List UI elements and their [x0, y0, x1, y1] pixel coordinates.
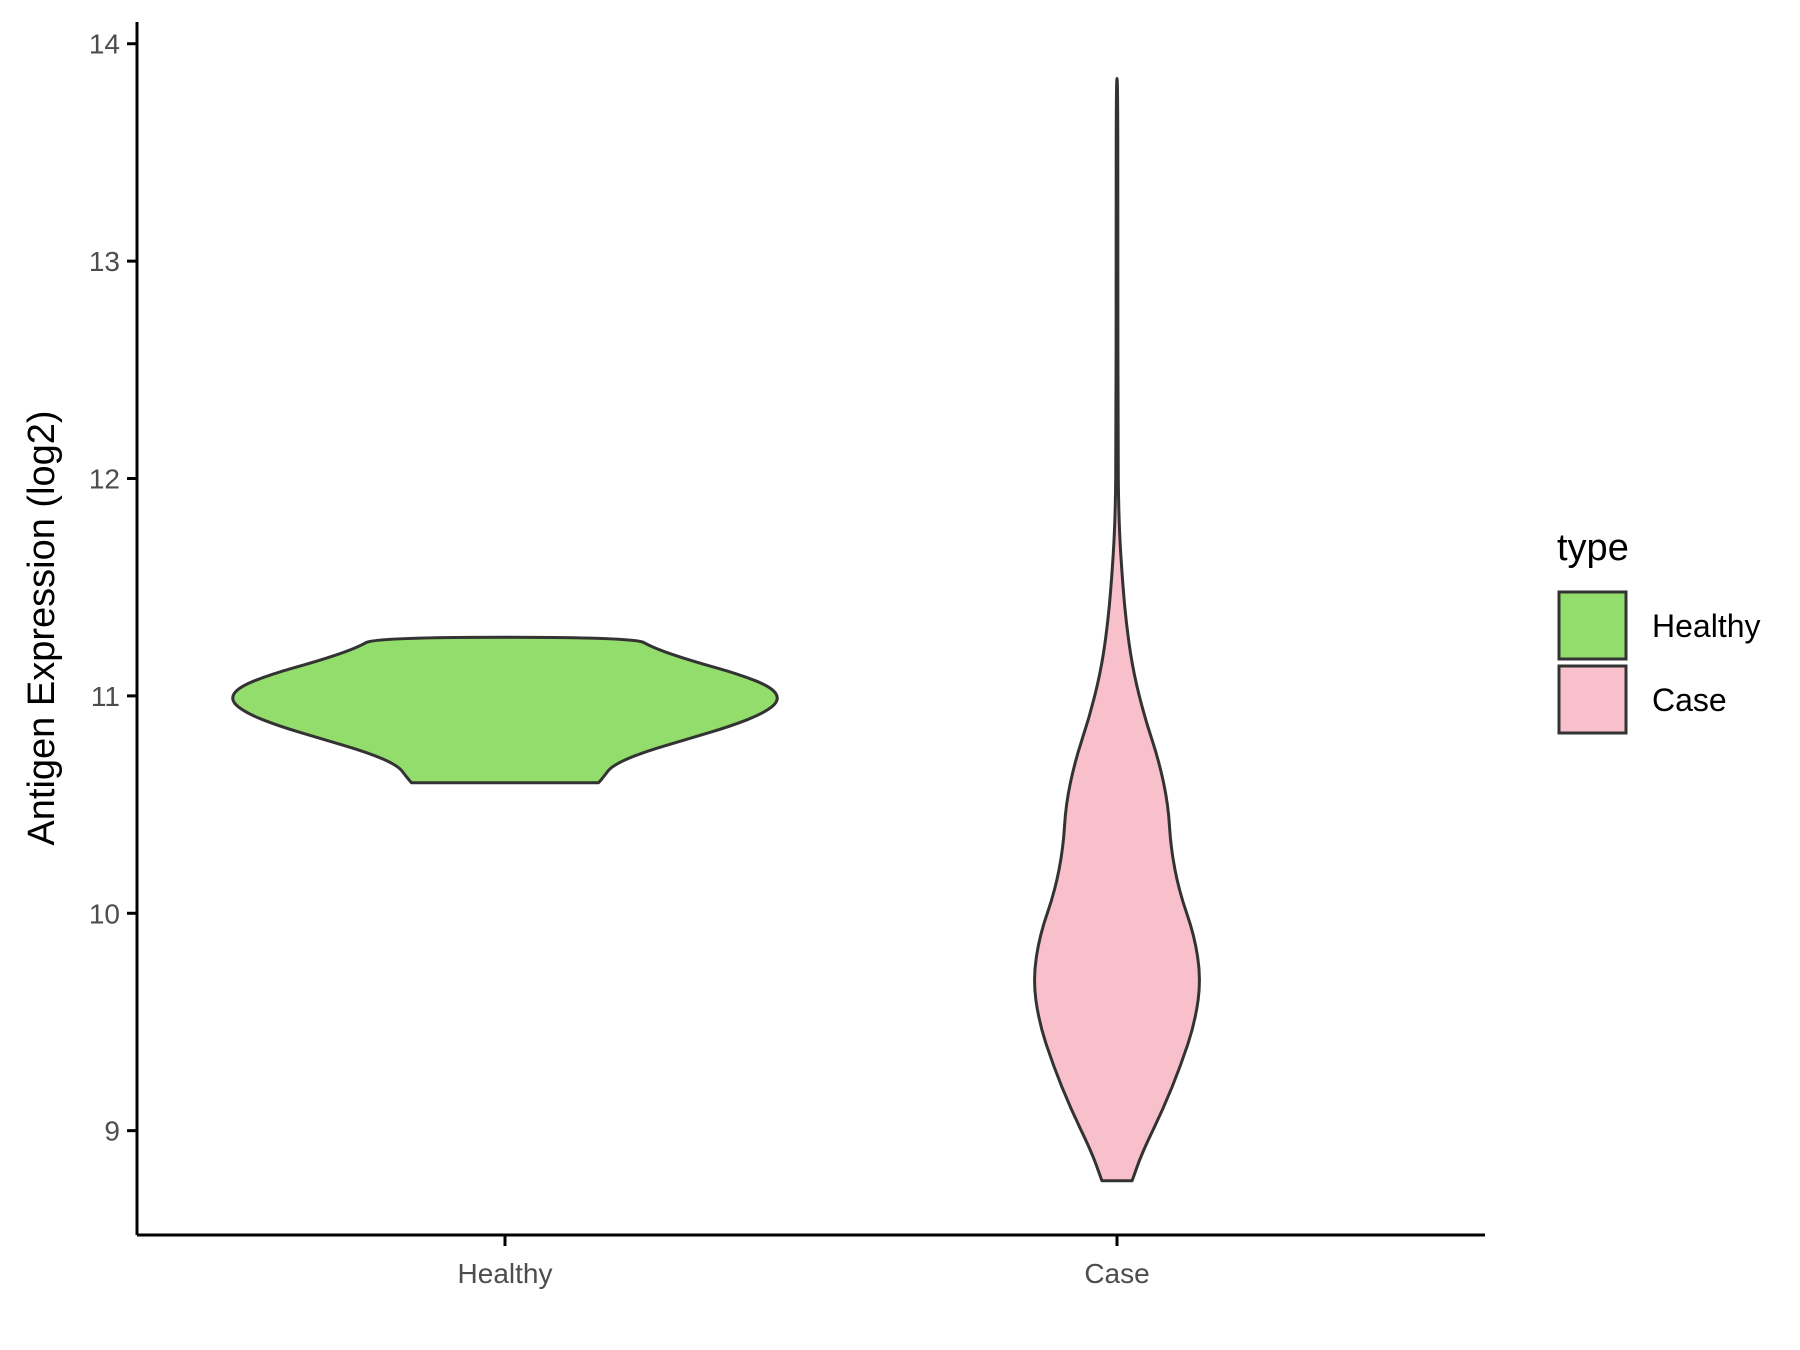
violin-case — [1033, 77, 1201, 1183]
legend-label-case: Case — [1652, 682, 1727, 718]
y-tick-label: 14 — [89, 29, 120, 60]
y-tick-label: 13 — [89, 246, 120, 277]
y-tick-label: 10 — [89, 898, 120, 929]
y-axis-title: Antigen Expression (log2) — [21, 410, 63, 845]
y-axis-ticks: 9 10 11 12 13 14 — [89, 29, 137, 1147]
legend-swatch-healthy — [1557, 590, 1628, 661]
violin-healthy — [231, 635, 779, 785]
x-tick-label: Case — [1084, 1258, 1149, 1289]
legend-swatch-case — [1557, 664, 1628, 735]
x-tick-label: Healthy — [458, 1258, 553, 1289]
y-tick-label: 11 — [91, 681, 120, 712]
y-tick-label: 9 — [104, 1116, 120, 1147]
legend: type Healthy Case — [1557, 527, 1761, 735]
violins-layer — [231, 77, 1201, 1183]
legend-title: type — [1557, 527, 1629, 569]
x-axis-ticks: Healthy Case — [458, 1235, 1150, 1289]
y-tick-label: 12 — [89, 464, 120, 495]
legend-label-healthy: Healthy — [1652, 608, 1761, 644]
